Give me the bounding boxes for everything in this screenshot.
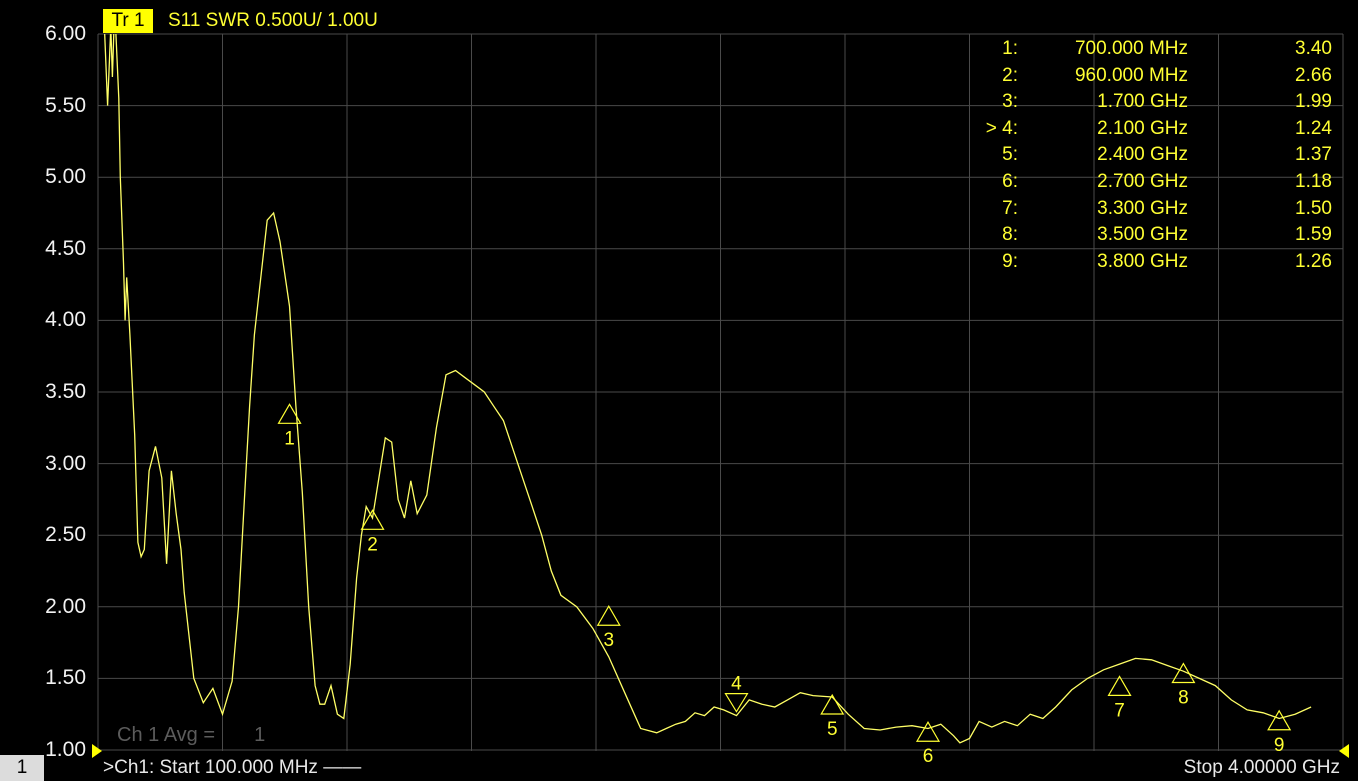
marker-number: 7: [1002,197,1018,219]
marker-label: 5 [827,719,838,740]
marker-value: 1.50 [1295,197,1332,219]
y-tick-label: 1.00 [45,738,86,761]
marker-label: 1 [284,428,295,449]
y-tick-label: 1.50 [45,666,86,690]
marker-label: 3 [603,630,614,651]
avg-value: 1 [254,724,266,746]
marker-triangle [724,693,749,713]
avg-label: Ch 1 Avg = [117,724,216,746]
marker-label: 9 [1274,735,1285,756]
marker-number: 5: [1002,144,1018,166]
y-tick-label: 5.50 [45,93,86,117]
marker-frequency: 3.300 GHz [1097,197,1188,219]
marker-triangle [915,721,941,742]
marker-value: 1.24 [1295,117,1332,139]
marker-number: 2: [1002,64,1018,86]
y-tick-label: 2.50 [45,523,86,547]
marker-value: 2.66 [1295,64,1332,86]
y-tick-label: 2.00 [45,594,86,618]
y-tick-label: 5.00 [45,165,86,189]
marker-label: 6 [923,746,934,767]
marker-frequency: 1.700 GHz [1097,91,1188,113]
marker-triangle [1107,675,1132,697]
stop-pointer [1339,744,1349,758]
marker-number: 8: [1002,224,1018,246]
marker-frequency: 2.400 GHz [1097,144,1188,166]
marker-value: 1.18 [1295,171,1332,192]
marker-frequency: 3.800 GHz [1097,250,1188,272]
marker-frequency: 3.500 GHz [1097,224,1188,246]
start-pointer [92,744,102,758]
marker-triangle [360,509,385,530]
trace-tag[interactable]: Tr 1 [103,9,153,33]
marker-number: > 4: [985,117,1018,139]
marker-label: 2 [367,534,378,555]
marker-label: 7 [1114,700,1125,721]
marker-frequency: 700.000 MHz [1074,38,1188,59]
stop-frequency[interactable]: Stop 4.00000 GHz [1183,757,1340,778]
marker-triangle [1267,709,1292,731]
marker-triangle [820,693,845,715]
marker-number: 9: [1002,250,1018,272]
swr-trace [104,34,1312,744]
marker-frequency: 960.000 MHz [1074,64,1188,86]
y-tick-label: 3.50 [45,380,86,403]
start-frequency[interactable]: >Ch1: Start 100.000 MHz —— [103,757,362,778]
marker-triangle [596,605,621,626]
trace-title: S11 SWR 0.500U/ 1.00U [168,10,378,31]
marker-value: 1.59 [1295,224,1332,246]
marker-label: 8 [1178,688,1189,709]
y-tick-label: 4.00 [45,308,86,332]
marker-frequency: 2.700 GHz [1097,171,1188,192]
marker-number: 3: [1002,91,1018,113]
marker-label: 4 [731,674,742,695]
marker-triangle [277,403,302,424]
channel-button[interactable]: 1 [0,755,44,781]
marker-value: 1.99 [1295,91,1332,113]
marker-value: 3.40 [1295,38,1332,59]
average-readout: Ch 1 Avg = 1 [117,724,265,747]
marker-number: 6: [1002,171,1018,192]
marker-triangle [1171,662,1196,684]
marker-value: 1.26 [1295,250,1332,272]
y-tick-label: 3.00 [45,451,86,475]
marker-frequency: 2.100 GHz [1097,117,1188,139]
y-tick-label: 6.00 [45,22,86,45]
marker-value: 1.37 [1295,144,1332,166]
y-tick-label: 4.50 [45,236,86,260]
marker-number: 1: [1002,38,1018,59]
